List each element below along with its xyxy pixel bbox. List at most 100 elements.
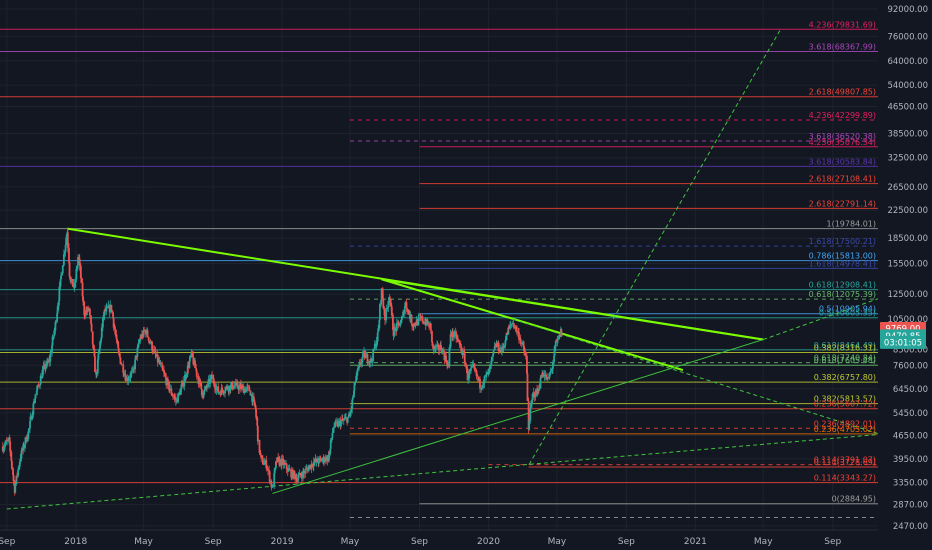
candle-body [550, 369, 553, 372]
candle-body [505, 333, 508, 341]
time-axis[interactable]: Sep 2018 May Sep 2019 May Sep 2020 May Sep 2021 May… [0, 537, 842, 547]
candle-body [109, 304, 112, 313]
candle-body [148, 340, 151, 342]
candle-body [356, 370, 359, 376]
candle-body [217, 392, 220, 394]
candle-body [117, 341, 120, 349]
fib-level-label: 0.618(8464.49) [814, 341, 876, 350]
price-tick-label: 46500.00 [887, 103, 928, 113]
price-axis[interactable]: 92000.00 76000.00 64000.00 54000.00 46500.00… [887, 5, 928, 532]
candle-body [351, 399, 354, 409]
candle-body [403, 306, 406, 315]
candle-body [442, 349, 445, 354]
candle-body [419, 317, 422, 319]
time-tick-label: 2020 [477, 537, 500, 547]
candle-body [414, 324, 417, 326]
candle-body [56, 306, 59, 314]
price-tick-label: 15500.00 [887, 259, 928, 269]
candle-body [343, 418, 346, 420]
candle-body [68, 262, 71, 277]
candle-body [278, 459, 281, 465]
candle-body [458, 342, 461, 345]
time-tick-label: May [134, 537, 153, 547]
fib-level-label: 3.618(36520.38) [809, 132, 876, 141]
candle-body [144, 330, 147, 335]
fib-level-label: 1(19784.01) [826, 220, 876, 229]
candle-body [122, 372, 125, 376]
candle-body [312, 465, 315, 467]
candle-body [78, 258, 81, 266]
candle-body [216, 386, 218, 388]
candle-body [287, 468, 290, 472]
candle-body [460, 346, 463, 353]
candle-body [267, 468, 269, 471]
candle-body [510, 324, 513, 326]
candle-body [470, 368, 472, 372]
trend-line[interactable] [381, 278, 684, 372]
candle-body [197, 377, 200, 385]
fib-level-label: 0.5(10905.94) [819, 305, 876, 314]
candle-body [445, 355, 447, 362]
candle-body [436, 344, 438, 347]
candle-body [133, 368, 135, 370]
trend-line[interactable] [272, 339, 764, 494]
candle-body [378, 319, 381, 329]
time-axis-panel [0, 530, 878, 550]
trend-line[interactable] [381, 278, 764, 341]
candle-body [102, 315, 105, 319]
candle-body [468, 371, 471, 379]
candle-body [538, 388, 541, 391]
fib-level-label: 0.382(5813.57) [814, 395, 876, 404]
candle-body [455, 332, 458, 339]
candle-body [471, 364, 474, 367]
candle-body [49, 353, 52, 362]
trend-lines [6, 28, 885, 510]
candle-body [528, 421, 531, 430]
candle-body [23, 444, 26, 448]
fib-level-label: 2.618(49807.85) [809, 88, 876, 97]
candle-body [411, 324, 414, 327]
candle-body [390, 306, 393, 316]
candle-body [502, 345, 505, 348]
fib-level-label: 3.618(68367.99) [809, 42, 876, 51]
candle-body [273, 473, 276, 486]
candle-body [270, 481, 273, 488]
time-tick-label: 2019 [271, 537, 294, 547]
price-tick-label: 2870.00 [893, 500, 928, 510]
time-tick-label: 2018 [64, 537, 87, 547]
candle-body [406, 308, 408, 312]
candle-body [16, 475, 18, 477]
candle-body [251, 396, 254, 402]
candle-body [103, 309, 106, 316]
candle-body [98, 348, 101, 354]
candle-body [516, 331, 519, 333]
candle-body [276, 457, 279, 462]
candle-body [436, 344, 439, 346]
price-tick-label: 26500.00 [887, 183, 928, 193]
fib-level-label: 0.114(3343.27) [814, 474, 876, 483]
candle-body [454, 331, 457, 333]
candle-body [458, 340, 460, 343]
candle-body [252, 396, 255, 400]
candle-body [324, 460, 326, 463]
candle-body [410, 315, 413, 325]
fib-level-label: 0.618(12075.39) [809, 290, 876, 299]
trend-line[interactable] [763, 296, 885, 341]
candle-body [82, 296, 85, 302]
time-tick-label: May [548, 537, 567, 547]
price-tick-label: 5450.00 [893, 409, 928, 419]
candle-body [74, 279, 77, 283]
candle-body [165, 377, 168, 386]
candle-body [459, 344, 462, 347]
candle-body [328, 454, 330, 461]
candle-body [321, 459, 324, 462]
trend-line[interactable] [512, 318, 885, 436]
candle-body [38, 385, 40, 387]
candle-body [60, 275, 62, 280]
candle-body [150, 341, 152, 344]
candle-body [433, 346, 436, 350]
price-tick-label: 7600.00 [893, 361, 928, 371]
candle-body [497, 342, 500, 352]
candle-body [341, 419, 344, 421]
